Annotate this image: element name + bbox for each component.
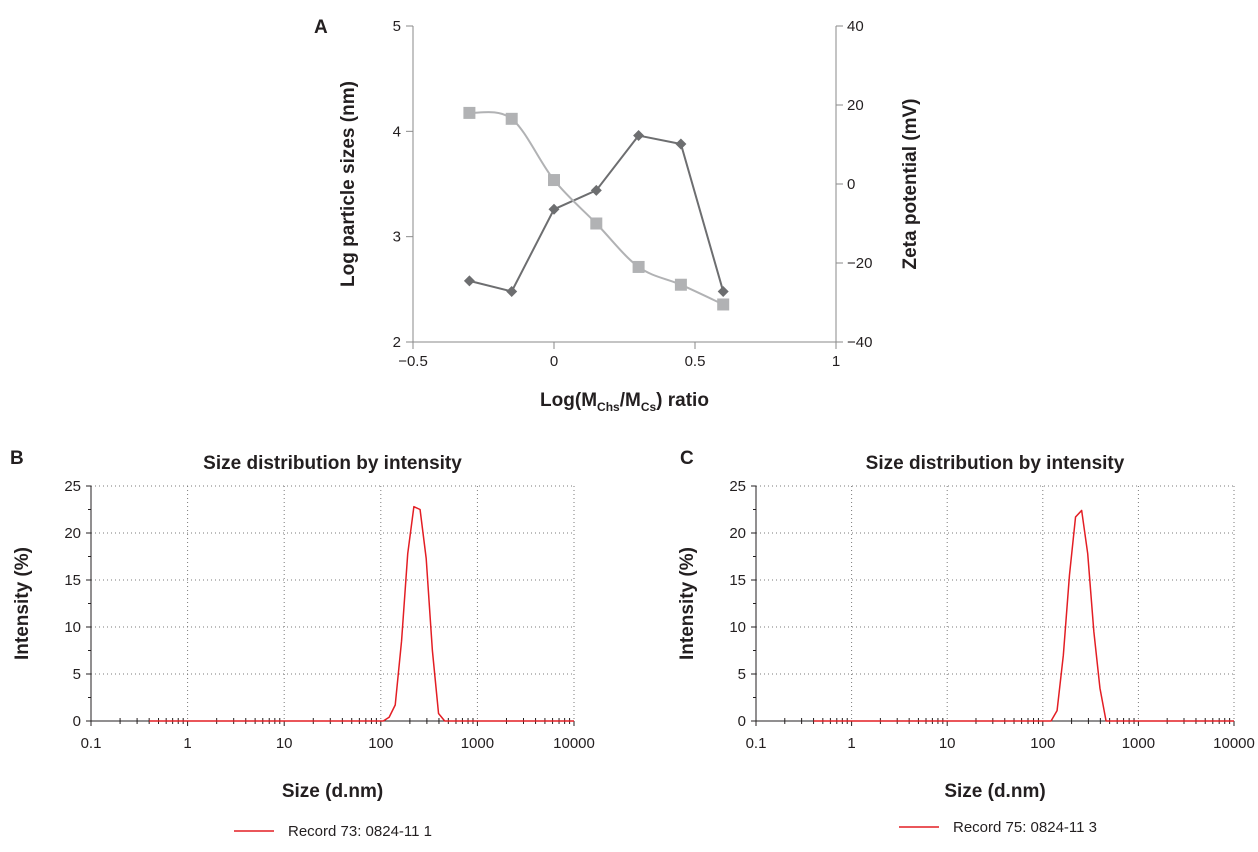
x-tick-label: 100: [1030, 735, 1055, 752]
x-tick-label: 10: [939, 735, 956, 752]
x-axis-title: Log(MChs/MCs) ratio: [540, 390, 709, 414]
y-tick-label: 15: [729, 572, 746, 589]
diamond-marker: [463, 275, 475, 287]
diamond-marker: [548, 203, 560, 215]
y-tick-label: 20: [64, 525, 81, 542]
chart-title: Size distribution by intensity: [866, 453, 1125, 474]
left-y-tick-label: 3: [393, 229, 401, 246]
panel-label-a: A: [314, 17, 328, 38]
diamond-marker: [633, 130, 645, 142]
square-marker: [632, 260, 645, 273]
diamond-marker: [717, 285, 729, 297]
panel-a: A 2 3 4 5 −40 −20 0 20 40 −0.5 0 0.5 1 Log particle si…: [314, 17, 921, 414]
left-y-tick-label: 5: [393, 18, 401, 35]
y-axis-title: Intensity (%): [677, 547, 698, 660]
legend-label: Record 73: 0824-11 1: [288, 823, 432, 840]
x-axis-title-part: ) ratio: [656, 390, 709, 411]
square-marker: [674, 278, 687, 291]
y-tick-label: 25: [64, 478, 81, 495]
square-marker: [717, 298, 730, 311]
x-tick-label: 1: [832, 353, 840, 370]
y-tick-label: 20: [729, 525, 746, 542]
panel-c: C Size distribution by intensity 0 5 10 15 20 2…: [677, 448, 1255, 836]
panel-label-c: C: [680, 448, 694, 469]
x-tick-label: 10000: [553, 735, 595, 752]
x-axis-title-subscript: Cs: [641, 400, 657, 414]
x-tick-label: 10000: [1213, 735, 1255, 752]
y-tick-label: 15: [64, 572, 81, 589]
diamond-marker: [675, 138, 687, 150]
intensity-series-line: [813, 509, 1234, 722]
y-tick-label: 10: [729, 619, 746, 636]
x-tick-label: 100: [368, 735, 393, 752]
intensity-series-line: [149, 505, 574, 722]
x-axis-title: Size (d.nm): [282, 781, 383, 802]
right-y-axis-title: Zeta potential (mV): [900, 98, 921, 269]
diamond-marker: [506, 285, 518, 297]
right-y-tick-label: 40: [847, 18, 864, 35]
x-axis-title: Size (d.nm): [944, 781, 1045, 802]
y-tick-label: 0: [738, 713, 746, 730]
panel-label-b: B: [10, 448, 24, 469]
left-y-tick-label: 2: [393, 334, 401, 351]
square-marker: [463, 106, 476, 119]
panel-b: B Size distribution by intensity 0 5 10 15 20 2…: [10, 448, 595, 840]
right-y-tick-label: −20: [847, 255, 872, 272]
legend-label: Record 75: 0824-11 3: [953, 819, 1097, 836]
square-marker: [505, 112, 518, 125]
x-tick-label: 0: [550, 353, 558, 370]
y-tick-label: 0: [73, 713, 81, 730]
x-axis-title-part: /M: [620, 390, 641, 411]
y-tick-label: 10: [64, 619, 81, 636]
left-y-axis-title: Log particle sizes (nm): [338, 81, 359, 287]
diamond-marker: [590, 184, 602, 196]
right-y-tick-label: 0: [847, 176, 855, 193]
series-diamond-line: [469, 134, 725, 293]
x-tick-label: 1000: [1122, 735, 1155, 752]
x-tick-label: 1: [847, 735, 855, 752]
y-tick-label: 5: [738, 666, 746, 683]
chart-title: Size distribution by intensity: [203, 453, 462, 474]
square-marker: [590, 217, 603, 230]
x-axis-title-part: Log(M: [540, 390, 597, 411]
y-tick-label: 25: [729, 478, 746, 495]
x-axis-title-subscript: Chs: [597, 400, 620, 414]
x-tick-label: 0.5: [685, 353, 706, 370]
x-tick-label: 1: [183, 735, 191, 752]
left-y-tick-label: 4: [393, 123, 401, 140]
square-marker: [548, 174, 560, 187]
right-y-tick-label: −40: [847, 334, 872, 351]
series-square-line: [469, 111, 724, 306]
x-tick-label: −0.5: [398, 353, 428, 370]
y-tick-label: 5: [73, 666, 81, 683]
right-y-tick-label: 20: [847, 97, 864, 114]
x-tick-label: 0.1: [746, 735, 767, 752]
y-axis-title: Intensity (%): [12, 547, 33, 660]
x-tick-label: 1000: [461, 735, 494, 752]
x-tick-label: 0.1: [81, 735, 102, 752]
x-tick-label: 10: [276, 735, 293, 752]
